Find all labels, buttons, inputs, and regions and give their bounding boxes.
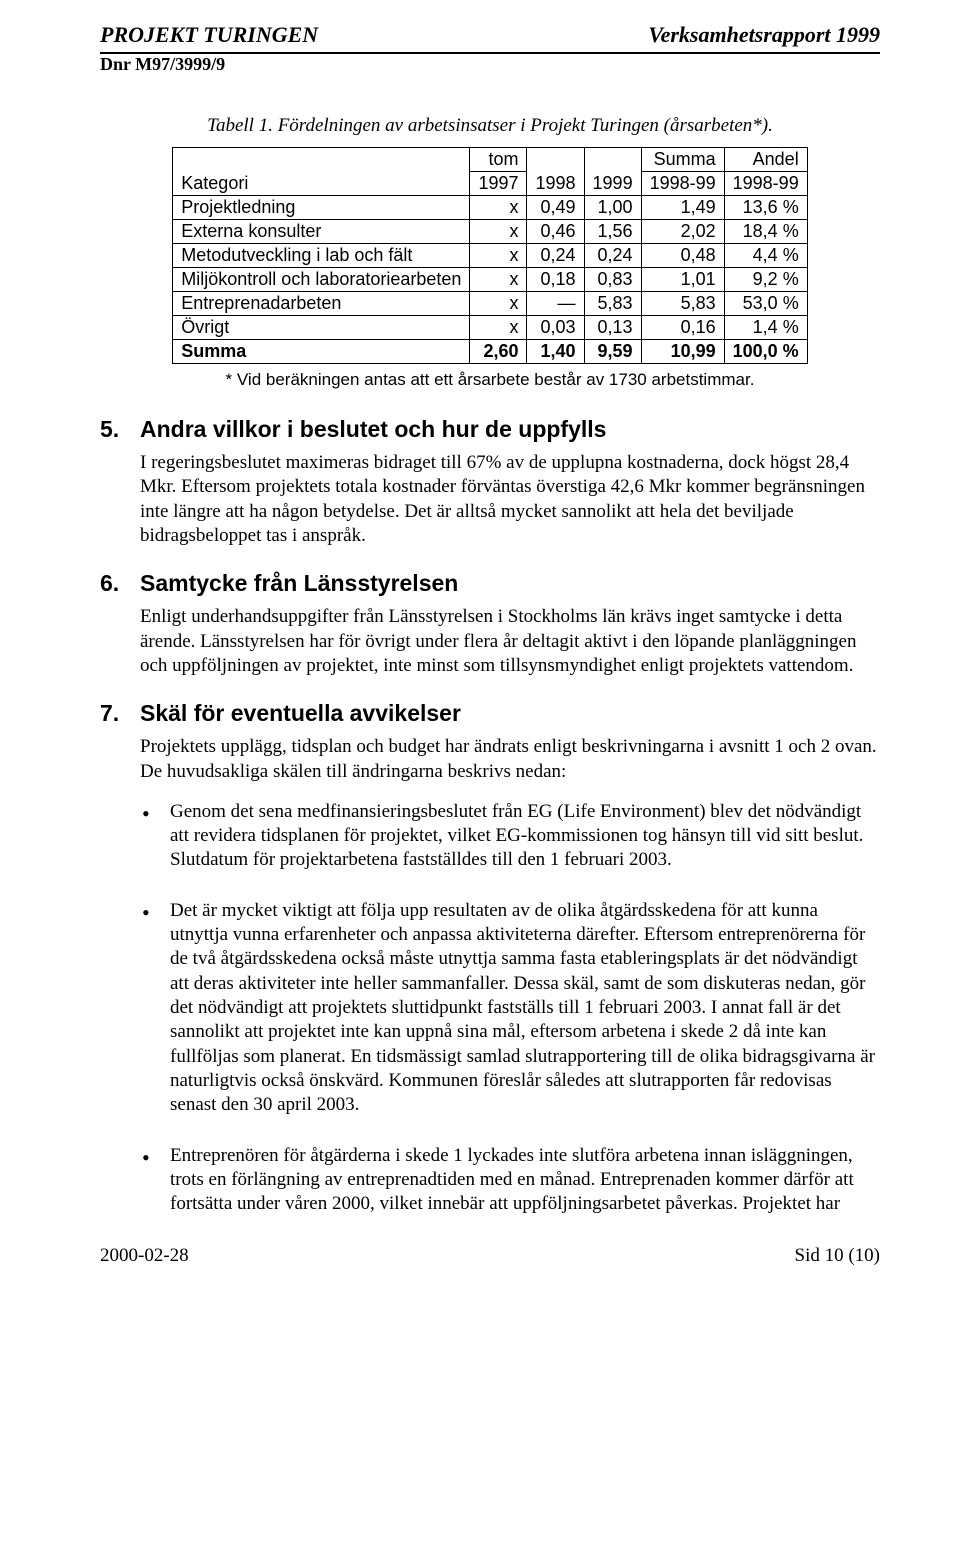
table-cell: 0,13 <box>584 316 641 340</box>
table-cell: 18,4 % <box>724 220 807 244</box>
table-cell: — <box>527 292 584 316</box>
table-row: Miljökontroll och laboratoriearbetenx0,1… <box>173 268 807 292</box>
section-6-title: Samtycke från Länsstyrelsen <box>140 570 458 597</box>
table-cell: x <box>470 244 527 268</box>
table-cell: 0,24 <box>584 244 641 268</box>
table-cell: 1,4 % <box>724 316 807 340</box>
col-andel: Andel <box>724 148 807 172</box>
table-cell: 10,99 <box>641 340 724 364</box>
section-5-num: 5. <box>100 416 140 443</box>
table-row: Metodutveckling i lab och fältx0,240,240… <box>173 244 807 268</box>
table-cell: 5,83 <box>584 292 641 316</box>
bullet-item: Genom det sena medfinansieringsbeslutet … <box>140 800 880 873</box>
table-cell: x <box>470 316 527 340</box>
page-header: PROJEKT TURINGEN Verksamhetsrapport 1999 <box>100 22 880 54</box>
col-andel9899: 1998-99 <box>724 172 807 196</box>
col-1997: 1997 <box>470 172 527 196</box>
table-row: Entreprenadarbetenx—5,835,8353,0 % <box>173 292 807 316</box>
table-cell: Miljökontroll och laboratoriearbeten <box>173 268 470 292</box>
table-cell: 0,49 <box>527 196 584 220</box>
table-cell: x <box>470 268 527 292</box>
table-row: Projektledningx0,491,001,4913,6 % <box>173 196 807 220</box>
table-cell: 1,49 <box>641 196 724 220</box>
table-cell: 0,18 <box>527 268 584 292</box>
section-7-num: 7. <box>100 700 140 727</box>
table-cell: x <box>470 220 527 244</box>
table-cell: Externa konsulter <box>173 220 470 244</box>
table-cell: Summa <box>173 340 470 364</box>
table-cell: 0,03 <box>527 316 584 340</box>
section-6-body: Enligt underhandsuppgifter från Länsstyr… <box>140 605 880 678</box>
table-cell: 2,60 <box>470 340 527 364</box>
table-cell: x <box>470 196 527 220</box>
col-summa: Summa <box>641 148 724 172</box>
table-row: Övrigtx0,030,130,161,4 % <box>173 316 807 340</box>
table-cell: Metodutveckling i lab och fält <box>173 244 470 268</box>
col-1999: 1999 <box>584 148 641 196</box>
table-cell: 100,0 % <box>724 340 807 364</box>
header-title-left: PROJEKT TURINGEN <box>100 22 318 48</box>
table-cell: 4,4 % <box>724 244 807 268</box>
table-cell: 1,56 <box>584 220 641 244</box>
table-cell: 13,6 % <box>724 196 807 220</box>
table-row: Externa konsulterx0,461,562,0218,4 % <box>173 220 807 244</box>
section-7-title: Skäl för eventuella avvikelser <box>140 700 461 727</box>
table-cell: 1,40 <box>527 340 584 364</box>
table-cell: Projektledning <box>173 196 470 220</box>
section-6-num: 6. <box>100 570 140 597</box>
table-cell: 1,01 <box>641 268 724 292</box>
page-footer: 2000-02-28 Sid 10 (10) <box>100 1245 880 1267</box>
col-sum9899: 1998-99 <box>641 172 724 196</box>
table-cell: 5,83 <box>641 292 724 316</box>
bullet-item: Det är mycket viktigt att följa upp resu… <box>140 899 880 1118</box>
section-5-body: I regeringsbeslutet maximeras bidraget t… <box>140 451 880 548</box>
table-cell: 0,24 <box>527 244 584 268</box>
section-5-heading: 5. Andra villkor i beslutet och hur de u… <box>100 416 880 443</box>
section-6-heading: 6. Samtycke från Länsstyrelsen <box>100 570 880 597</box>
table-cell: 0,83 <box>584 268 641 292</box>
table-cell: 1,00 <box>584 196 641 220</box>
section-7-bullets: Genom det sena medfinansieringsbeslutet … <box>140 800 880 1217</box>
data-table: Kategori tom 1998 1999 Summa Andel 1997 … <box>172 147 807 364</box>
table-footnote: * Vid beräkningen antas att ett årsarbet… <box>100 370 880 390</box>
table-cell: x <box>470 292 527 316</box>
table-cell: 0,46 <box>527 220 584 244</box>
footer-page: Sid 10 (10) <box>795 1245 881 1267</box>
section-7-heading: 7. Skäl för eventuella avvikelser <box>100 700 880 727</box>
header-dnr: Dnr M97/3999/9 <box>100 54 880 75</box>
section-5-title: Andra villkor i beslutet och hur de uppf… <box>140 416 606 443</box>
col-1998: 1998 <box>527 148 584 196</box>
table-sum-row: Summa2,601,409,5910,99100,0 % <box>173 340 807 364</box>
table-cell: 0,48 <box>641 244 724 268</box>
table-caption: Tabell 1. Fördelningen av arbetsinsatser… <box>100 115 880 137</box>
col-tom: tom <box>470 148 527 172</box>
bullet-item: Entreprenören för åtgärderna i skede 1 l… <box>140 1144 880 1217</box>
section-7-body: Projektets upplägg, tidsplan och budget … <box>140 735 880 784</box>
table-cell: 53,0 % <box>724 292 807 316</box>
col-kategori: Kategori <box>173 148 470 196</box>
table-header-row: Kategori tom 1998 1999 Summa Andel <box>173 148 807 172</box>
table-cell: Entreprenadarbeten <box>173 292 470 316</box>
header-title-right: Verksamhetsrapport 1999 <box>648 22 880 48</box>
table-cell: Övrigt <box>173 316 470 340</box>
table-cell: 9,59 <box>584 340 641 364</box>
table-cell: 2,02 <box>641 220 724 244</box>
footer-date: 2000-02-28 <box>100 1245 189 1267</box>
table-cell: 0,16 <box>641 316 724 340</box>
table-cell: 9,2 % <box>724 268 807 292</box>
